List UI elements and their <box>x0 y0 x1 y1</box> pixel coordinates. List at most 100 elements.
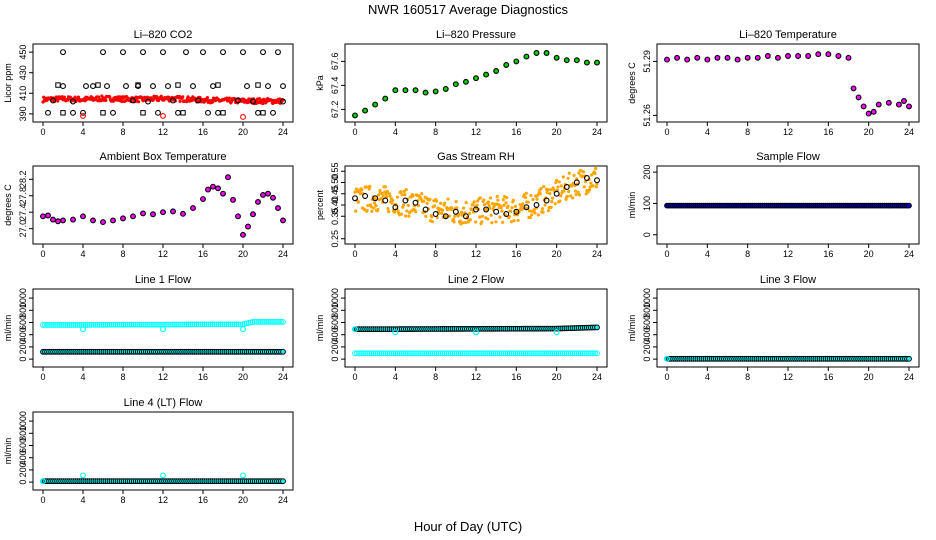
point <box>416 199 420 203</box>
point <box>80 326 86 333</box>
series-flagged <box>80 112 246 120</box>
point <box>211 99 215 104</box>
point <box>562 189 566 193</box>
point <box>365 208 369 213</box>
point <box>845 54 852 61</box>
point <box>478 350 484 357</box>
plot-area <box>352 166 600 226</box>
point <box>50 216 56 223</box>
point <box>535 197 539 201</box>
point <box>503 62 510 68</box>
point <box>388 194 392 198</box>
x-tick-label: 0 <box>352 372 357 382</box>
point <box>372 206 376 210</box>
point <box>455 350 462 357</box>
x-tick-label: 16 <box>823 372 833 382</box>
y-tick-label: 0 <box>330 357 340 362</box>
point <box>483 71 490 78</box>
point <box>260 49 266 56</box>
point <box>372 195 379 202</box>
point <box>235 97 241 104</box>
point <box>275 205 281 212</box>
point <box>519 204 524 209</box>
point <box>381 194 385 198</box>
point <box>366 203 370 208</box>
point <box>60 217 66 224</box>
plot-frame <box>344 43 608 123</box>
y-tick-label: 0.55 <box>330 162 340 180</box>
y-tick-label: 1000 <box>18 411 28 431</box>
panel-title: Line 2 Flow <box>448 274 504 286</box>
y-tick-label: 27.4 <box>18 203 28 221</box>
point <box>178 99 182 103</box>
panel-title: Gas Stream RH <box>437 151 515 163</box>
point <box>171 321 177 328</box>
y-axis-label: ml/min <box>3 438 13 465</box>
point <box>406 203 410 207</box>
point <box>496 350 503 357</box>
point <box>177 321 184 328</box>
y-tick-label: 27.8 <box>18 187 28 205</box>
x-tick-label: 12 <box>783 127 793 137</box>
y-tick-label: 400 <box>330 327 340 342</box>
panel-1: Li–820 CO2 0 4 8 12 16 20 24 390 410 430 450 Licor p… <box>3 29 294 137</box>
point <box>143 95 147 100</box>
point <box>352 350 358 357</box>
point <box>104 83 110 90</box>
point <box>180 110 186 116</box>
y-axis-label: kPa <box>315 75 325 91</box>
x-tick-label: 0 <box>664 127 669 137</box>
point <box>594 59 600 66</box>
point <box>553 350 560 357</box>
point <box>175 321 182 328</box>
point <box>181 321 188 328</box>
point <box>885 99 892 106</box>
point <box>416 204 420 208</box>
point <box>420 192 424 196</box>
y-tick-label: 1000 <box>330 288 340 308</box>
point <box>559 350 566 357</box>
x-tick-label: 24 <box>278 495 288 505</box>
x-tick-label: 0 <box>40 249 45 259</box>
point <box>140 49 146 56</box>
point <box>591 184 595 188</box>
point <box>496 198 500 202</box>
point <box>144 321 151 328</box>
point <box>467 211 472 216</box>
point <box>413 350 419 357</box>
series-line-flow <box>40 478 286 485</box>
series-flagged <box>664 355 670 362</box>
y-tick-label: 0.45 <box>330 185 340 203</box>
series-flagged <box>80 326 246 333</box>
point <box>280 318 286 325</box>
point <box>240 231 246 238</box>
point <box>80 472 86 479</box>
point <box>583 59 590 66</box>
point <box>130 321 137 328</box>
point <box>573 179 580 186</box>
point <box>60 49 66 56</box>
point <box>118 321 125 328</box>
point <box>516 218 520 223</box>
point <box>895 101 902 108</box>
point <box>372 101 379 108</box>
point <box>165 321 171 328</box>
point <box>149 321 155 328</box>
point <box>391 198 395 202</box>
point <box>714 54 721 61</box>
point <box>66 322 73 328</box>
point <box>475 203 479 207</box>
point <box>100 321 107 328</box>
point <box>270 109 276 116</box>
point <box>165 83 171 90</box>
point <box>589 181 593 185</box>
series-average <box>664 202 912 209</box>
x-tick-label: 20 <box>552 372 562 382</box>
point <box>123 83 129 90</box>
point <box>265 83 271 90</box>
point <box>100 49 106 56</box>
point <box>150 211 156 218</box>
point <box>440 211 444 215</box>
point <box>407 214 411 218</box>
point <box>492 350 499 357</box>
